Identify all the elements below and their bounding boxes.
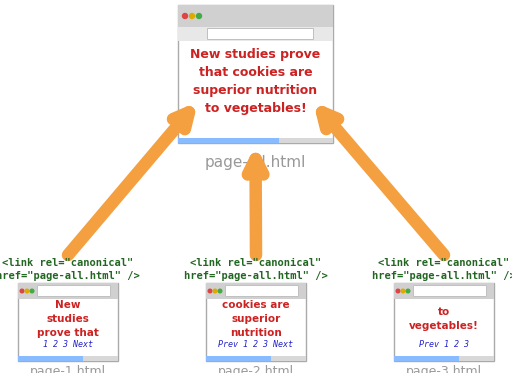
FancyBboxPatch shape xyxy=(207,28,313,40)
Circle shape xyxy=(406,289,410,293)
FancyBboxPatch shape xyxy=(178,5,333,27)
Text: New studies prove
that cookies are
superior nutrition
to vegetables!: New studies prove that cookies are super… xyxy=(190,48,321,115)
Text: page-2.html: page-2.html xyxy=(218,365,294,373)
Circle shape xyxy=(218,289,222,293)
Text: New
studies
prove that: New studies prove that xyxy=(37,300,99,338)
Text: to
vegetables!: to vegetables! xyxy=(409,307,479,331)
Text: Prev 1 2 3 Next: Prev 1 2 3 Next xyxy=(219,340,293,349)
FancyBboxPatch shape xyxy=(394,283,494,299)
Circle shape xyxy=(396,289,400,293)
Circle shape xyxy=(20,289,24,293)
FancyBboxPatch shape xyxy=(394,356,459,361)
FancyBboxPatch shape xyxy=(38,286,110,296)
FancyBboxPatch shape xyxy=(206,283,306,299)
Text: page-all.html: page-all.html xyxy=(205,155,306,170)
FancyBboxPatch shape xyxy=(178,138,279,143)
Text: <link rel="canonical"
href="page-all.html" />: <link rel="canonical" href="page-all.htm… xyxy=(372,258,512,281)
FancyBboxPatch shape xyxy=(18,356,83,361)
FancyBboxPatch shape xyxy=(394,283,494,361)
FancyBboxPatch shape xyxy=(18,356,118,361)
FancyBboxPatch shape xyxy=(178,27,333,41)
Circle shape xyxy=(25,289,29,293)
Circle shape xyxy=(208,289,212,293)
Text: page-1.html: page-1.html xyxy=(30,365,106,373)
FancyBboxPatch shape xyxy=(18,283,118,299)
Text: 1 2 3 Next: 1 2 3 Next xyxy=(43,340,93,349)
Text: <link rel="canonical"
href="page-all.html" />: <link rel="canonical" href="page-all.htm… xyxy=(0,258,140,281)
FancyBboxPatch shape xyxy=(206,283,306,361)
Text: <link rel="canonical"
href="page-all.html" />: <link rel="canonical" href="page-all.htm… xyxy=(184,258,328,281)
Text: Prev 1 2 3: Prev 1 2 3 xyxy=(419,340,469,349)
FancyBboxPatch shape xyxy=(226,286,298,296)
Circle shape xyxy=(197,13,202,19)
Circle shape xyxy=(189,13,195,19)
Circle shape xyxy=(182,13,187,19)
FancyBboxPatch shape xyxy=(206,356,271,361)
Text: cookies are
superior
nutrition: cookies are superior nutrition xyxy=(222,300,290,338)
FancyBboxPatch shape xyxy=(206,356,306,361)
FancyBboxPatch shape xyxy=(178,5,333,143)
FancyBboxPatch shape xyxy=(18,283,118,361)
Circle shape xyxy=(30,289,34,293)
Circle shape xyxy=(213,289,217,293)
FancyBboxPatch shape xyxy=(394,356,494,361)
FancyBboxPatch shape xyxy=(178,138,333,143)
Text: page-3.html: page-3.html xyxy=(406,365,482,373)
FancyBboxPatch shape xyxy=(414,286,486,296)
Circle shape xyxy=(401,289,405,293)
